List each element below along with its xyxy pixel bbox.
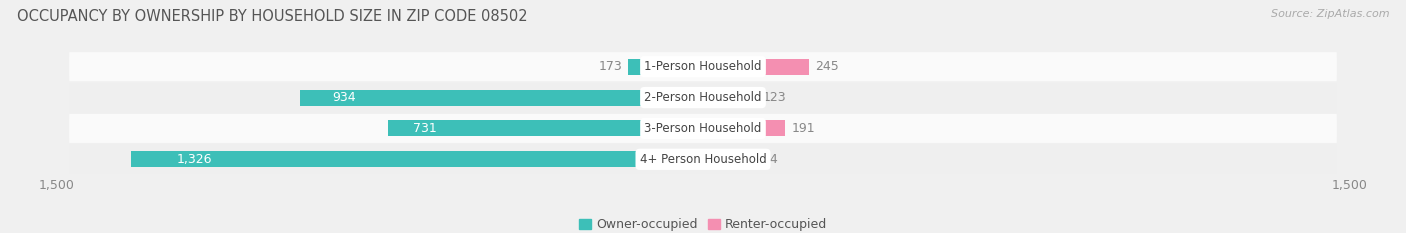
Bar — [703, 89, 756, 106]
Text: OCCUPANCY BY OWNERSHIP BY HOUSEHOLD SIZE IN ZIP CODE 08502: OCCUPANCY BY OWNERSHIP BY HOUSEHOLD SIZE… — [17, 9, 527, 24]
Text: 4+ Person Household: 4+ Person Household — [640, 153, 766, 166]
Bar — [703, 151, 748, 167]
Text: 173: 173 — [598, 60, 621, 73]
Text: 1,326: 1,326 — [177, 153, 212, 166]
Text: 245: 245 — [815, 60, 839, 73]
Legend: Owner-occupied, Renter-occupied: Owner-occupied, Renter-occupied — [574, 213, 832, 233]
Text: Source: ZipAtlas.com: Source: ZipAtlas.com — [1271, 9, 1389, 19]
FancyBboxPatch shape — [69, 83, 1337, 112]
Text: 3-Person Household: 3-Person Household — [644, 122, 762, 135]
Bar — [703, 120, 786, 137]
Bar — [703, 59, 808, 75]
FancyBboxPatch shape — [69, 52, 1337, 81]
Text: 191: 191 — [792, 122, 815, 135]
Bar — [628, 59, 703, 75]
Text: 1-Person Household: 1-Person Household — [644, 60, 762, 73]
Text: 104: 104 — [754, 153, 778, 166]
Bar — [388, 120, 703, 137]
Bar — [301, 89, 703, 106]
Text: 934: 934 — [332, 91, 356, 104]
Text: 2-Person Household: 2-Person Household — [644, 91, 762, 104]
FancyBboxPatch shape — [69, 145, 1337, 174]
Text: 123: 123 — [762, 91, 786, 104]
Text: 731: 731 — [413, 122, 437, 135]
Bar — [131, 151, 703, 167]
FancyBboxPatch shape — [69, 114, 1337, 143]
